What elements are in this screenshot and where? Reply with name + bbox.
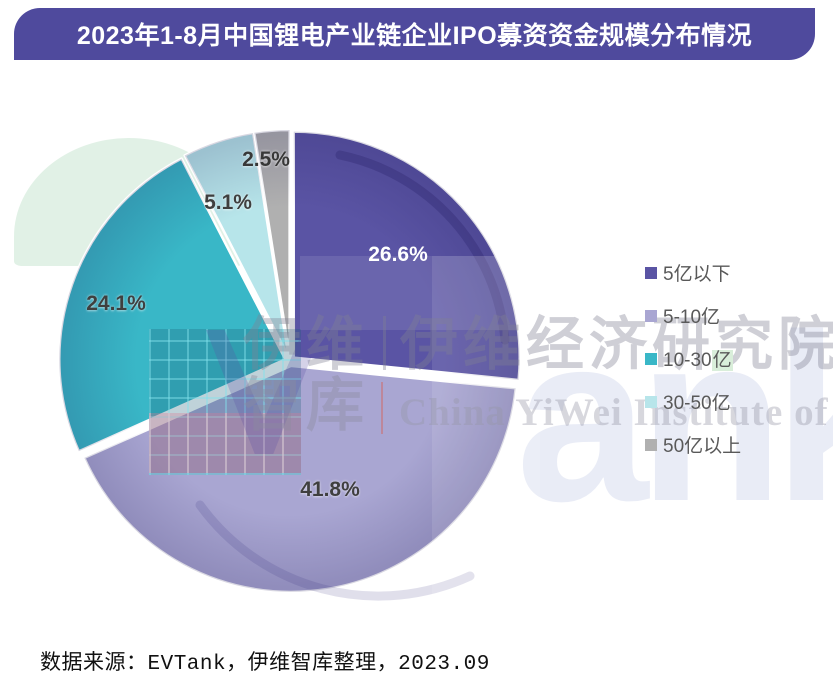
- legend-swatch: [645, 438, 657, 451]
- chart-title: 2023年1-8月中国锂电产业链企业IPO募资资金规模分布情况: [76, 22, 753, 50]
- legend: 5亿以下 5-10亿 10-30亿 30-50亿 50亿以上: [645, 262, 741, 477]
- legend-swatch: [645, 266, 657, 279]
- pie-slice-shading: [184, 133, 289, 357]
- watermark-cn-long: 伊维经济研究院: [400, 312, 833, 377]
- watermark-logo-pink-block: [149, 413, 301, 473]
- pie-slice-shading: [59, 158, 286, 452]
- slice-swoosh-shading: [195, 500, 475, 601]
- pie-slice-shading: [254, 130, 290, 357]
- legend-label: 5亿以下: [663, 264, 731, 285]
- legend-swatch: [645, 352, 657, 365]
- pie-slice-shading: [293, 131, 520, 380]
- pie-slice-shading: [84, 365, 516, 592]
- legend-item: 50亿以上: [645, 434, 742, 457]
- legend-item: 5亿以下: [645, 262, 741, 285]
- watermark-logo-maze-block: [149, 329, 301, 475]
- source-note: 数据来源：EVTank，伊维智库整理，2023.09: [40, 653, 490, 676]
- legend-label: 10-30亿: [663, 350, 733, 371]
- legend-label: 30-50亿: [663, 393, 731, 414]
- watermark-divider: [383, 316, 387, 370]
- legend-swatch: [645, 309, 657, 322]
- legend-item: 30-50亿: [645, 391, 741, 414]
- legend-label: 50亿以上: [663, 436, 742, 457]
- legend-label-highlight: 亿: [711, 350, 733, 371]
- legend-swatch: [645, 395, 657, 408]
- watermark-letter-t-bar: [300, 256, 566, 330]
- watermark-divider: [381, 381, 384, 434]
- legend-item: 5-10亿: [645, 305, 741, 328]
- watermark-letter-t-stem: [432, 256, 540, 642]
- legend-label: 5-10亿: [663, 307, 721, 328]
- legend-item: 10-30亿: [645, 348, 741, 371]
- watermark-cn-thinktank: 智库: [243, 373, 370, 438]
- watermark-en-institute: China YiWei Institute of Economics: [399, 391, 833, 435]
- watermark-text-line1: 伊维 伊维经济研究院: [243, 297, 833, 381]
- watermark-cn-short: 伊维: [243, 312, 370, 377]
- watermark-text-line2: 智库 China YiWei Institute of Economics: [243, 374, 833, 438]
- watermark-ghost-letters: ank: [516, 286, 833, 551]
- title-banner: 2023年1-8月中国锂电产业链企业IPO募资资金规模分布情况: [14, 8, 815, 60]
- slice-swoosh-shading: [335, 150, 510, 345]
